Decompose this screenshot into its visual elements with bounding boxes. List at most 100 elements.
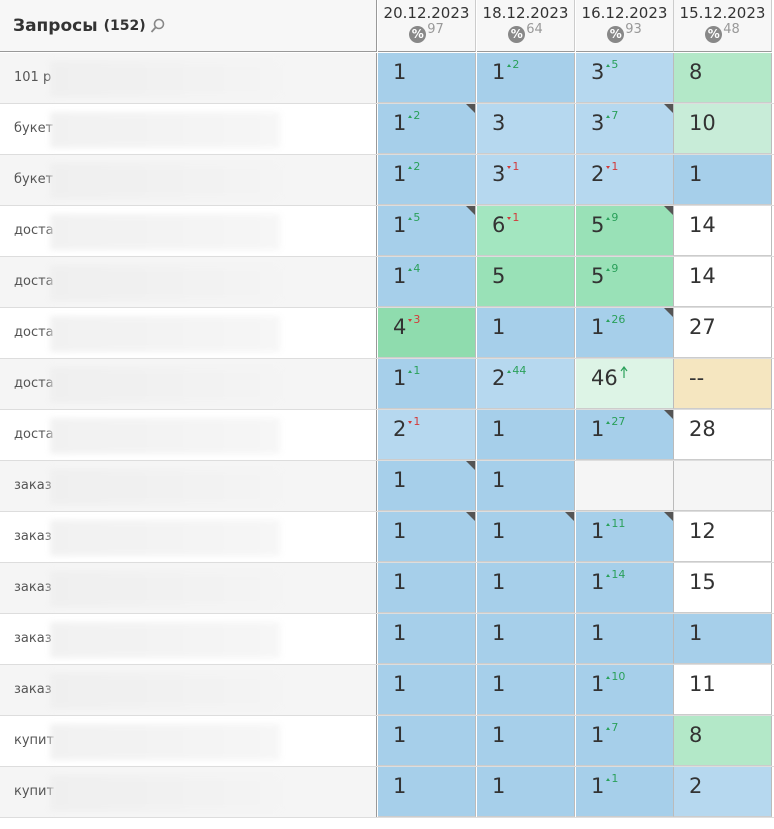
row: доста 2 1 1 1 27 28 bbox=[0, 410, 774, 461]
percent-value: 93 bbox=[625, 22, 642, 37]
position-cell: 1 bbox=[378, 665, 476, 715]
query-label[interactable]: доста bbox=[0, 257, 377, 307]
position-value: 3 bbox=[591, 60, 605, 84]
position-change: 10 bbox=[606, 670, 625, 683]
blurred-text bbox=[50, 571, 280, 607]
change-value: 27 bbox=[611, 415, 626, 428]
change-value: 1 bbox=[611, 160, 619, 173]
percent-value: 64 bbox=[526, 22, 543, 37]
percent-value: 97 bbox=[427, 22, 444, 37]
change-arrow bbox=[606, 267, 611, 271]
row: доста 4 3 1 1 26 27 bbox=[0, 308, 774, 359]
query-label[interactable]: доста bbox=[0, 359, 377, 409]
position-change: 5 bbox=[408, 211, 420, 224]
position-change: 1 bbox=[507, 160, 519, 173]
change-arrow bbox=[606, 63, 611, 67]
position-cell: 1 26 bbox=[576, 308, 674, 358]
column-header[interactable]: 18.12.2023% 64 bbox=[477, 0, 575, 52]
position-cell: 1 bbox=[378, 716, 476, 766]
column-header[interactable]: 20.12.2023% 97 bbox=[378, 0, 476, 52]
change-value: 1 bbox=[413, 364, 421, 377]
change-arrow bbox=[507, 165, 512, 169]
position-value: 3 bbox=[591, 111, 605, 135]
position-value: 2 bbox=[689, 774, 703, 798]
query-label[interactable]: доста bbox=[0, 308, 377, 358]
change-arrow bbox=[606, 573, 611, 577]
percent-icon: % bbox=[607, 26, 625, 43]
position-value: 12 bbox=[689, 519, 716, 543]
flag-corner bbox=[664, 308, 673, 317]
change-value: 1 bbox=[413, 415, 421, 428]
position-value: 1 bbox=[393, 366, 407, 390]
position-value: 3 bbox=[492, 162, 506, 186]
query-text: доста bbox=[14, 325, 54, 340]
position-cell: 1 bbox=[477, 410, 575, 460]
position-change: 1 bbox=[507, 211, 519, 224]
position-cell: 1 bbox=[378, 767, 476, 817]
blurred-text bbox=[50, 469, 280, 505]
position-cell: 12 bbox=[674, 512, 772, 562]
row: заказ 1 1 1 14 15 bbox=[0, 563, 774, 614]
query-label[interactable]: заказ bbox=[0, 512, 377, 562]
position-value: 1 bbox=[591, 315, 605, 339]
position-cell bbox=[576, 461, 674, 511]
query-label[interactable]: букет bbox=[0, 155, 377, 205]
change-arrow bbox=[606, 777, 611, 781]
query-text: заказ bbox=[14, 580, 52, 595]
blurred-text bbox=[50, 163, 280, 199]
position-cell: 1 bbox=[477, 665, 575, 715]
query-label[interactable]: доста bbox=[0, 206, 377, 256]
position-value: 15 bbox=[689, 570, 716, 594]
change-value: 10 bbox=[611, 670, 626, 683]
percent-value: 48 bbox=[723, 22, 740, 37]
query-label[interactable]: купит bbox=[0, 716, 377, 766]
position-cell: 1 bbox=[378, 563, 476, 613]
position-change: 5 bbox=[606, 58, 618, 71]
position-value: 1 bbox=[393, 774, 407, 798]
column-header[interactable]: 16.12.2023% 93 bbox=[576, 0, 674, 52]
position-value: 14 bbox=[689, 264, 716, 288]
search-icon[interactable] bbox=[150, 18, 166, 34]
position-value: 1 bbox=[393, 723, 407, 747]
position-value: 5 bbox=[591, 213, 605, 237]
query-label[interactable]: доста bbox=[0, 410, 377, 460]
query-label[interactable]: букет bbox=[0, 104, 377, 154]
change-arrow bbox=[408, 216, 413, 220]
position-change: 1 bbox=[408, 415, 420, 428]
query-text: заказ bbox=[14, 478, 52, 493]
percent-icon: % bbox=[508, 26, 526, 43]
position-cell: 11 bbox=[674, 665, 772, 715]
position-cell: 1 bbox=[477, 614, 575, 664]
position-cell: -- bbox=[674, 359, 772, 409]
blurred-text bbox=[50, 316, 280, 352]
position-value: 1 bbox=[393, 264, 407, 288]
position-cell: 8 bbox=[674, 716, 772, 766]
change-arrow bbox=[606, 675, 611, 679]
query-text: доста bbox=[14, 427, 54, 442]
query-label[interactable]: купит bbox=[0, 767, 377, 817]
position-value: 14 bbox=[689, 213, 716, 237]
change-value: 2 bbox=[413, 160, 421, 173]
change-value: 9 bbox=[611, 211, 619, 224]
query-label[interactable]: заказ bbox=[0, 614, 377, 664]
query-label[interactable]: 101 р bbox=[0, 53, 377, 103]
change-value: 1 bbox=[512, 211, 520, 224]
query-text: букет bbox=[14, 172, 54, 187]
change-arrow bbox=[507, 63, 512, 67]
query-label[interactable]: заказ bbox=[0, 461, 377, 511]
position-value: 1 bbox=[393, 672, 407, 696]
query-label[interactable]: заказ bbox=[0, 563, 377, 613]
query-label[interactable]: заказ bbox=[0, 665, 377, 715]
position-value: 1 bbox=[492, 621, 506, 645]
position-cell: 10 bbox=[674, 104, 772, 154]
position-value: 2 bbox=[492, 366, 506, 390]
query-text: заказ bbox=[14, 631, 52, 646]
position-change: 1 bbox=[606, 772, 618, 785]
column-header[interactable]: 15.12.2023% 48 bbox=[674, 0, 772, 52]
